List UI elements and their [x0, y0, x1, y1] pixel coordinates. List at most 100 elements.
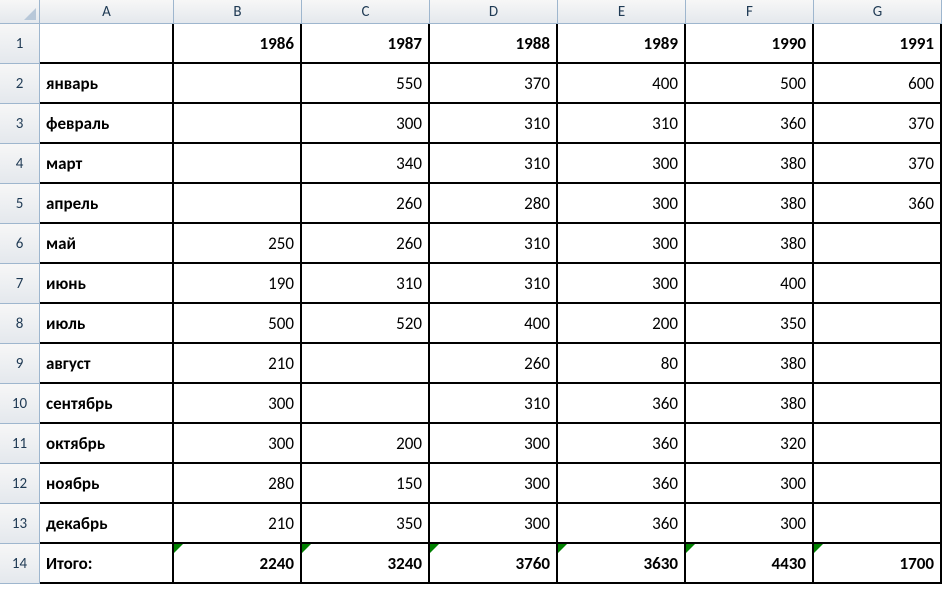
cell-G6[interactable]: [814, 224, 942, 264]
cell-E4[interactable]: 300: [558, 144, 686, 184]
cell-E2[interactable]: 400: [558, 64, 686, 104]
col-header-E[interactable]: E: [558, 0, 686, 24]
cell-E12[interactable]: 360: [558, 464, 686, 504]
cell-D6[interactable]: 310: [430, 224, 558, 264]
cell-A12[interactable]: ноябрь: [40, 464, 174, 504]
cell-G5[interactable]: 360: [814, 184, 942, 224]
cell-E9[interactable]: 80: [558, 344, 686, 384]
cell-B5[interactable]: [174, 184, 302, 224]
cell-C13[interactable]: 350: [302, 504, 430, 544]
cell-F5[interactable]: 380: [686, 184, 814, 224]
spreadsheet-grid[interactable]: ABCDEFG11986198719881989199019912январь5…: [0, 0, 942, 584]
cell-E1[interactable]: 1989: [558, 24, 686, 64]
cell-B10[interactable]: 300: [174, 384, 302, 424]
cell-D5[interactable]: 280: [430, 184, 558, 224]
cell-G7[interactable]: [814, 264, 942, 304]
col-header-B[interactable]: B: [174, 0, 302, 24]
cell-A3[interactable]: февраль: [40, 104, 174, 144]
cell-C2[interactable]: 550: [302, 64, 430, 104]
col-header-G[interactable]: G: [814, 0, 942, 24]
cell-B1[interactable]: 1986: [174, 24, 302, 64]
row-header-10[interactable]: 10: [0, 384, 40, 424]
cell-G14[interactable]: 1700: [814, 544, 942, 584]
cell-F3[interactable]: 360: [686, 104, 814, 144]
cell-F10[interactable]: 380: [686, 384, 814, 424]
row-header-5[interactable]: 5: [0, 184, 40, 224]
cell-A5[interactable]: апрель: [40, 184, 174, 224]
col-header-F[interactable]: F: [686, 0, 814, 24]
row-header-1[interactable]: 1: [0, 24, 40, 64]
cell-E8[interactable]: 200: [558, 304, 686, 344]
cell-C12[interactable]: 150: [302, 464, 430, 504]
row-header-4[interactable]: 4: [0, 144, 40, 184]
cell-G13[interactable]: [814, 504, 942, 544]
cell-C6[interactable]: 260: [302, 224, 430, 264]
cell-F13[interactable]: 300: [686, 504, 814, 544]
cell-A7[interactable]: июнь: [40, 264, 174, 304]
row-header-13[interactable]: 13: [0, 504, 40, 544]
cell-F8[interactable]: 350: [686, 304, 814, 344]
row-header-11[interactable]: 11: [0, 424, 40, 464]
cell-C4[interactable]: 340: [302, 144, 430, 184]
cell-E5[interactable]: 300: [558, 184, 686, 224]
row-header-14[interactable]: 14: [0, 544, 40, 584]
cell-E3[interactable]: 310: [558, 104, 686, 144]
row-header-12[interactable]: 12: [0, 464, 40, 504]
cell-B6[interactable]: 250: [174, 224, 302, 264]
cell-G11[interactable]: [814, 424, 942, 464]
col-header-D[interactable]: D: [430, 0, 558, 24]
cell-G2[interactable]: 600: [814, 64, 942, 104]
cell-C9[interactable]: [302, 344, 430, 384]
cell-B9[interactable]: 210: [174, 344, 302, 384]
cell-F7[interactable]: 400: [686, 264, 814, 304]
cell-F14[interactable]: 4430: [686, 544, 814, 584]
cell-G4[interactable]: 370: [814, 144, 942, 184]
cell-E14[interactable]: 3630: [558, 544, 686, 584]
cell-F4[interactable]: 380: [686, 144, 814, 184]
cell-D11[interactable]: 300: [430, 424, 558, 464]
col-header-C[interactable]: C: [302, 0, 430, 24]
row-header-2[interactable]: 2: [0, 64, 40, 104]
cell-A4[interactable]: март: [40, 144, 174, 184]
col-header-A[interactable]: A: [40, 0, 174, 24]
cell-A10[interactable]: сентябрь: [40, 384, 174, 424]
cell-B13[interactable]: 210: [174, 504, 302, 544]
cell-G12[interactable]: [814, 464, 942, 504]
cell-C1[interactable]: 1987: [302, 24, 430, 64]
cell-E6[interactable]: 300: [558, 224, 686, 264]
cell-A1[interactable]: [40, 24, 174, 64]
cell-C3[interactable]: 300: [302, 104, 430, 144]
row-header-7[interactable]: 7: [0, 264, 40, 304]
row-header-3[interactable]: 3: [0, 104, 40, 144]
cell-B2[interactable]: [174, 64, 302, 104]
cell-A14[interactable]: Итого:: [40, 544, 174, 584]
row-header-9[interactable]: 9: [0, 344, 40, 384]
cell-A2[interactable]: январь: [40, 64, 174, 104]
cell-E7[interactable]: 300: [558, 264, 686, 304]
cell-D1[interactable]: 1988: [430, 24, 558, 64]
cell-D8[interactable]: 400: [430, 304, 558, 344]
cell-G1[interactable]: 1991: [814, 24, 942, 64]
cell-F9[interactable]: 380: [686, 344, 814, 384]
cell-D10[interactable]: 310: [430, 384, 558, 424]
cell-B3[interactable]: [174, 104, 302, 144]
cell-A9[interactable]: август: [40, 344, 174, 384]
cell-A11[interactable]: октябрь: [40, 424, 174, 464]
cell-G9[interactable]: [814, 344, 942, 384]
select-all-corner[interactable]: [0, 0, 40, 24]
cell-D3[interactable]: 310: [430, 104, 558, 144]
cell-C7[interactable]: 310: [302, 264, 430, 304]
cell-E10[interactable]: 360: [558, 384, 686, 424]
cell-B12[interactable]: 280: [174, 464, 302, 504]
cell-C11[interactable]: 200: [302, 424, 430, 464]
cell-G10[interactable]: [814, 384, 942, 424]
cell-C10[interactable]: [302, 384, 430, 424]
cell-C5[interactable]: 260: [302, 184, 430, 224]
cell-F6[interactable]: 380: [686, 224, 814, 264]
cell-A6[interactable]: май: [40, 224, 174, 264]
cell-D12[interactable]: 300: [430, 464, 558, 504]
row-header-6[interactable]: 6: [0, 224, 40, 264]
cell-B4[interactable]: [174, 144, 302, 184]
cell-B11[interactable]: 300: [174, 424, 302, 464]
cell-D4[interactable]: 310: [430, 144, 558, 184]
